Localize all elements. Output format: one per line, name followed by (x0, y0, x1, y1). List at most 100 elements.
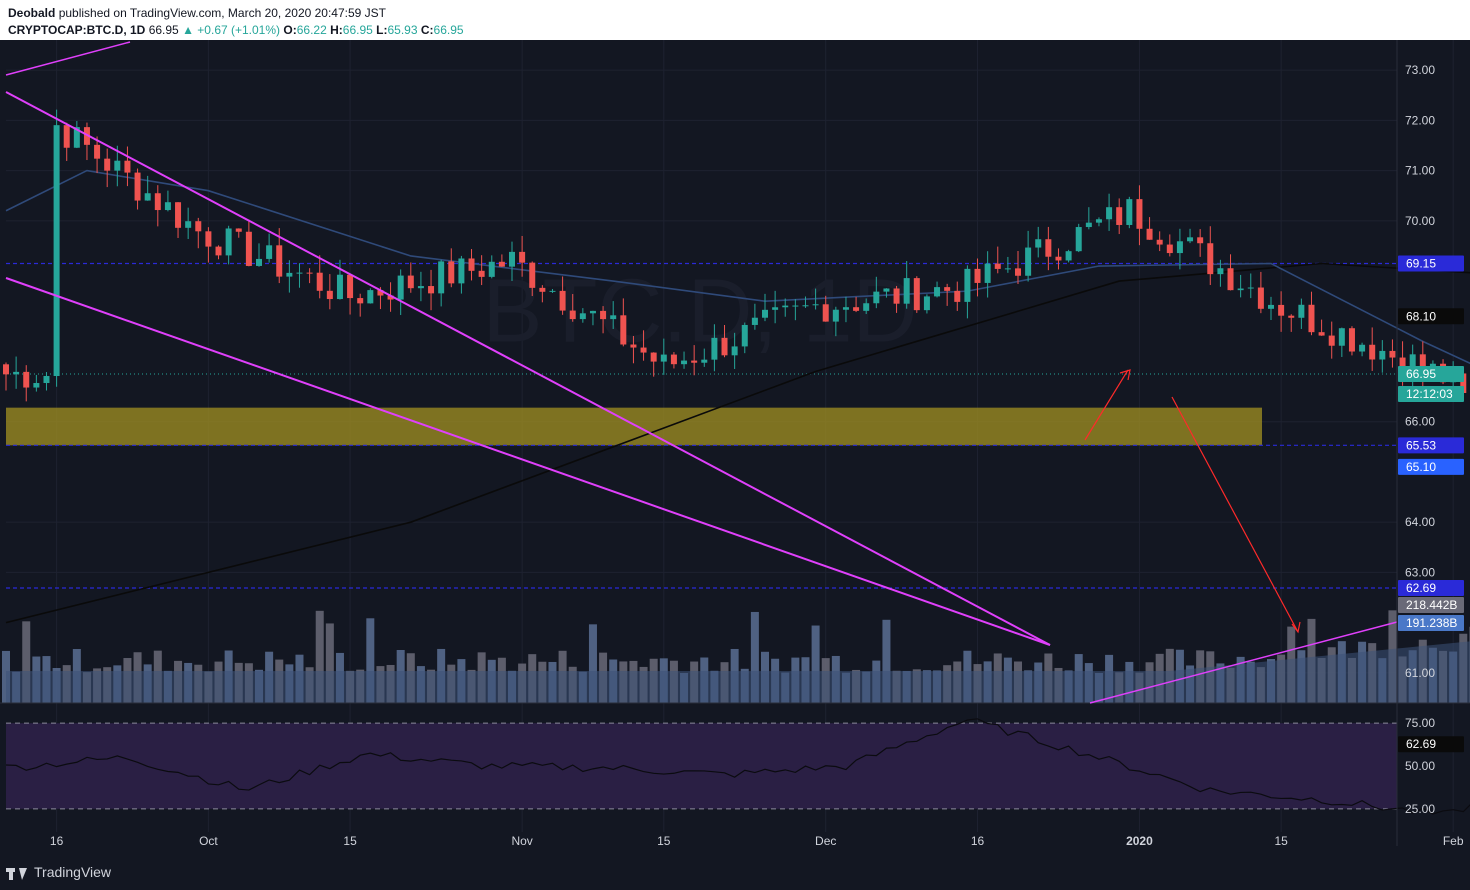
candle-body (1085, 222, 1092, 228)
rsi-value-tag: 62.69 (1406, 737, 1436, 751)
candle-body (377, 290, 384, 296)
candle-body (1136, 199, 1143, 229)
candle-body (883, 288, 890, 292)
channel-lower-line (5, 277, 1051, 646)
volume-bar (882, 619, 891, 703)
countdown-tag: 12:12:03 (1406, 387, 1453, 401)
candle-body (407, 275, 414, 289)
candle-body (1146, 228, 1153, 240)
price-tick-label: 66.00 (1405, 415, 1435, 429)
bearish-arrow-head (1291, 621, 1301, 634)
candle-body (762, 309, 768, 318)
candle-body (974, 268, 981, 283)
candle-body (1156, 239, 1163, 245)
level-tag-62-69: 62.69 (1406, 581, 1436, 595)
candle-body (205, 231, 212, 247)
ma50-tag-bg (1398, 458, 1464, 475)
high-label: H: (330, 23, 343, 37)
candle-body (1348, 328, 1355, 352)
candle-body (751, 317, 758, 325)
candle-body (104, 158, 111, 171)
candle-body (417, 286, 424, 289)
time-tick-label: Oct (199, 834, 218, 848)
brand-name[interactable]: TradingView (34, 864, 112, 880)
candle-body (1328, 335, 1335, 346)
candle-body (600, 310, 607, 320)
close-label: C: (420, 23, 434, 37)
candle-body (43, 376, 50, 384)
candle-body (73, 127, 80, 148)
candle-body (832, 309, 839, 322)
rsi-tick-label: 25.00 (1405, 802, 1435, 816)
candle-body (802, 305, 809, 307)
candle-body (23, 371, 30, 388)
candle-body (144, 193, 151, 201)
candle-body (549, 290, 556, 292)
rsi-band (6, 723, 1397, 809)
price-tick-label: 73.00 (1405, 63, 1435, 77)
candle-body (792, 305, 799, 307)
ma200-tag: 68.10 (1406, 309, 1436, 323)
time-tick-label: 2020 (1126, 834, 1153, 848)
candle-body (589, 310, 596, 314)
candle-body (448, 261, 455, 284)
candle-body (1126, 199, 1133, 225)
author-name[interactable]: Deobald (8, 6, 56, 20)
candle-body (63, 125, 70, 148)
volume-ma-tag-bg (1398, 614, 1464, 631)
rsi-line (5, 718, 1470, 815)
time-tick-label: 16 (50, 834, 64, 848)
volume-tag: 218.442B (1406, 598, 1457, 612)
candle-body (853, 307, 860, 311)
candle-body (478, 270, 485, 277)
price-tick-label: 72.00 (1405, 113, 1435, 127)
price-tick-label: 64.00 (1405, 515, 1435, 529)
candle-body (913, 278, 920, 311)
candle-body (559, 290, 566, 311)
candle-body (215, 246, 222, 256)
candle-body (458, 258, 465, 284)
countdown-tag-bg (1398, 386, 1464, 403)
level-tag-62-69-bg (1398, 579, 1464, 596)
candle-body (33, 383, 40, 388)
candle-body (610, 315, 617, 320)
up-arrow-icon: ▲ (182, 23, 194, 37)
candle-body (711, 337, 718, 360)
candle-body (1460, 373, 1467, 394)
candle-body (701, 359, 708, 363)
open-value: 66.22 (296, 23, 327, 37)
candle-body (994, 263, 1001, 269)
candle-body (1116, 207, 1123, 225)
candle-body (1379, 350, 1386, 360)
candle-body (195, 221, 202, 232)
candle-body (822, 304, 829, 322)
candle-body (842, 307, 849, 310)
candle-body (519, 251, 526, 263)
candle-body (1338, 328, 1345, 346)
candle-body (1075, 227, 1082, 252)
candle-body (185, 221, 192, 228)
volume-bar (750, 611, 759, 703)
tradingview-logo-icon (6, 868, 27, 880)
candle-body (1004, 268, 1011, 270)
candle-body (488, 261, 495, 277)
candle-body (1278, 304, 1285, 316)
candle-body (1035, 239, 1042, 248)
candle-body (964, 268, 971, 302)
level-tag-69-15-bg (1398, 255, 1464, 272)
price-tick-label: 70.00 (1405, 214, 1435, 228)
candle-body (1166, 244, 1173, 254)
candle-body (772, 307, 779, 310)
candle-body (630, 344, 637, 348)
level-tag-65-53: 65.53 (1406, 438, 1436, 452)
low-label: L: (376, 23, 388, 37)
chart-area[interactable]: BTC.D, 1D 73.00 72.00 71.00 70.00 66.00 64.00… (0, 40, 1470, 858)
candle-body (428, 286, 435, 294)
volume-tag-bg (1398, 596, 1464, 613)
candle-body (175, 202, 182, 228)
volume-bar (588, 624, 597, 703)
symbol-name: CRYPTOCAP:BTC.D, 1D (8, 23, 146, 37)
candle-body (164, 202, 171, 211)
rsi-pane (0, 702, 1470, 815)
price-tick-label: 61.00 (1405, 666, 1435, 680)
